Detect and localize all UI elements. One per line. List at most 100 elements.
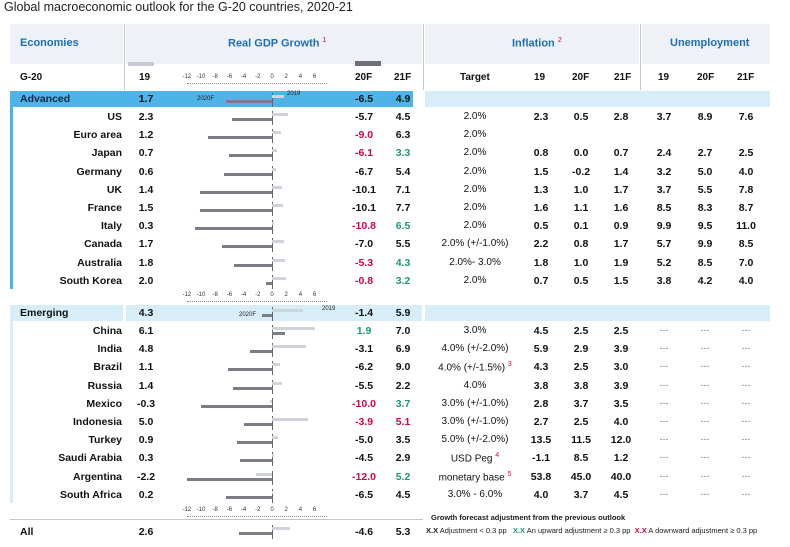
row-bar-2019 <box>272 436 279 439</box>
emerging-zero-axis <box>272 307 273 321</box>
row-bar-2019 <box>272 186 282 189</box>
row-gdp-20f: -5.5 <box>354 380 374 392</box>
axis-tick: -8 <box>212 507 218 513</box>
row-gdp-19: 2.3 <box>138 111 154 123</box>
subheader-g20: G-20 <box>20 72 43 83</box>
row-un-20f: --- <box>700 452 710 462</box>
header-gdp-sup: 1 <box>322 37 327 44</box>
row-inf-19: 0.5 <box>533 220 549 232</box>
row-un-21f: 7.8 <box>738 184 754 196</box>
row-gdp-21f: 6.5 <box>395 220 411 232</box>
row-inf-20f: 45.0 <box>570 471 592 483</box>
row-zero-axis <box>272 184 273 198</box>
row-inf-20f: 0.1 <box>573 220 589 232</box>
row-gdp-20f: -3.1 <box>354 343 374 355</box>
row-un-19: 9.9 <box>656 220 672 232</box>
row-gdp-19: 0.3 <box>138 452 154 464</box>
advanced-legend-2020f: 2020F <box>197 96 215 102</box>
row-gdp-20f: -6.7 <box>354 166 374 178</box>
row-inf-19: 5.9 <box>533 343 549 355</box>
row-target-text: 2.0% <box>463 184 487 195</box>
row-name: Saudi Arabia <box>58 452 122 464</box>
header-unemployment: Unemployment <box>670 37 750 49</box>
axis-tick: -4 <box>240 74 247 80</box>
legend-down: A downward adjustment ≥ 0.3 pp <box>648 526 758 535</box>
row-inf-21f: 1.7 <box>613 238 629 250</box>
all-gdp-20f: -4.6 <box>354 526 374 538</box>
axis-tick: -8 <box>212 292 218 298</box>
row-gdp-20f: -5.7 <box>354 111 374 123</box>
row-name: France <box>87 202 122 214</box>
row-bar-2019 <box>272 168 277 171</box>
row-inf-19: 53.8 <box>530 471 552 483</box>
row-inf-19: 2.3 <box>533 111 549 123</box>
legend-xx-down: X.X <box>634 526 647 535</box>
row-un-20f: 2.7 <box>697 147 713 159</box>
row-target-text: 3.0% (+/-1.0%) <box>441 416 509 427</box>
row-inf-21f: 1.5 <box>613 275 629 287</box>
row-inf-19: 4.3 <box>533 361 549 373</box>
row-zero-axis <box>272 471 273 485</box>
row-target-text: 2.0% <box>463 166 487 177</box>
row-inf-19: 2.2 <box>533 238 549 250</box>
row-name: Germany <box>76 166 122 178</box>
row-zero-axis <box>272 361 273 375</box>
row-target: 4.0% (+/-1.5%) 3 <box>430 361 520 373</box>
row-un-21f: --- <box>741 398 751 408</box>
row-inf-21f: 3.9 <box>613 343 629 355</box>
row-un-20f: 5.0 <box>697 166 713 178</box>
row-inf-21f: 1.6 <box>613 202 629 214</box>
row-gdp-20f: -7.0 <box>354 238 374 250</box>
all-bar-2020f <box>239 532 272 535</box>
row-bar-2019 <box>272 382 282 385</box>
axis-tick: -10 <box>196 74 206 80</box>
row-un-21f: 7.6 <box>738 111 754 123</box>
row-gdp-19: 2.0 <box>138 275 154 287</box>
advanced-gdp-19: 1.7 <box>138 93 154 105</box>
row-un-20f: --- <box>700 361 710 371</box>
row-target: 3.0% - 6.0% <box>430 489 520 500</box>
row-zero-axis <box>272 275 273 289</box>
row-gdp-21f: 3.3 <box>395 147 411 159</box>
row-un-19: 3.7 <box>656 184 672 196</box>
row-un-19: --- <box>659 434 669 444</box>
row-bar-2019 <box>272 222 275 225</box>
row-inf-20f: 3.8 <box>573 380 589 392</box>
row-gdp-19: 1.7 <box>138 238 154 250</box>
row-target-text: 2.0% <box>463 220 487 231</box>
emerging-band-name <box>10 305 123 321</box>
emerging-left-strip <box>10 321 13 503</box>
row-inf-20f: 0.5 <box>573 275 589 287</box>
row-un-20f: --- <box>700 489 710 499</box>
row-gdp-19: -2.2 <box>136 471 156 483</box>
axis-tick: -12 <box>182 74 192 80</box>
row-un-20f: 8.9 <box>697 111 713 123</box>
row-un-21f: --- <box>741 452 751 462</box>
row-target: 2.0% <box>430 202 520 213</box>
legend-xx-neutral: X.X <box>426 526 439 535</box>
row-gdp-20f: -3.9 <box>354 416 374 428</box>
row-bar-2019 <box>272 363 280 366</box>
row-gdp-19: 1.2 <box>138 129 154 141</box>
row-bar-2019 <box>272 345 307 348</box>
row-name: Russia <box>87 380 122 392</box>
row-bar-2020f <box>272 332 286 335</box>
row-un-21f: --- <box>741 416 751 426</box>
row-bar-2020f <box>236 441 272 444</box>
advanced-bar-2020f <box>225 100 272 103</box>
row-un-20f: 9.9 <box>697 238 713 250</box>
row-gdp-21f: 6.3 <box>395 129 411 141</box>
row-inf-21f: 3.5 <box>613 398 629 410</box>
row-inf-20f: 0.0 <box>573 147 589 159</box>
emerging-gdp-21f: 5.9 <box>395 307 411 319</box>
subheader-inf-20f: 20F <box>572 72 590 83</box>
legend-up: An upward adjustment ≥ 0.3 pp <box>526 526 631 535</box>
row-gdp-19: 0.9 <box>138 434 154 446</box>
row-name: Japan <box>91 147 122 159</box>
row-un-20f: --- <box>700 325 710 335</box>
advanced-band <box>10 91 413 107</box>
row-inf-21f: 4.0 <box>613 416 629 428</box>
row-inf-20f: -0.2 <box>571 166 591 178</box>
axis-tick: -8 <box>212 74 218 80</box>
row-target-text: 3.0% (+/-1.0%) <box>441 398 509 409</box>
